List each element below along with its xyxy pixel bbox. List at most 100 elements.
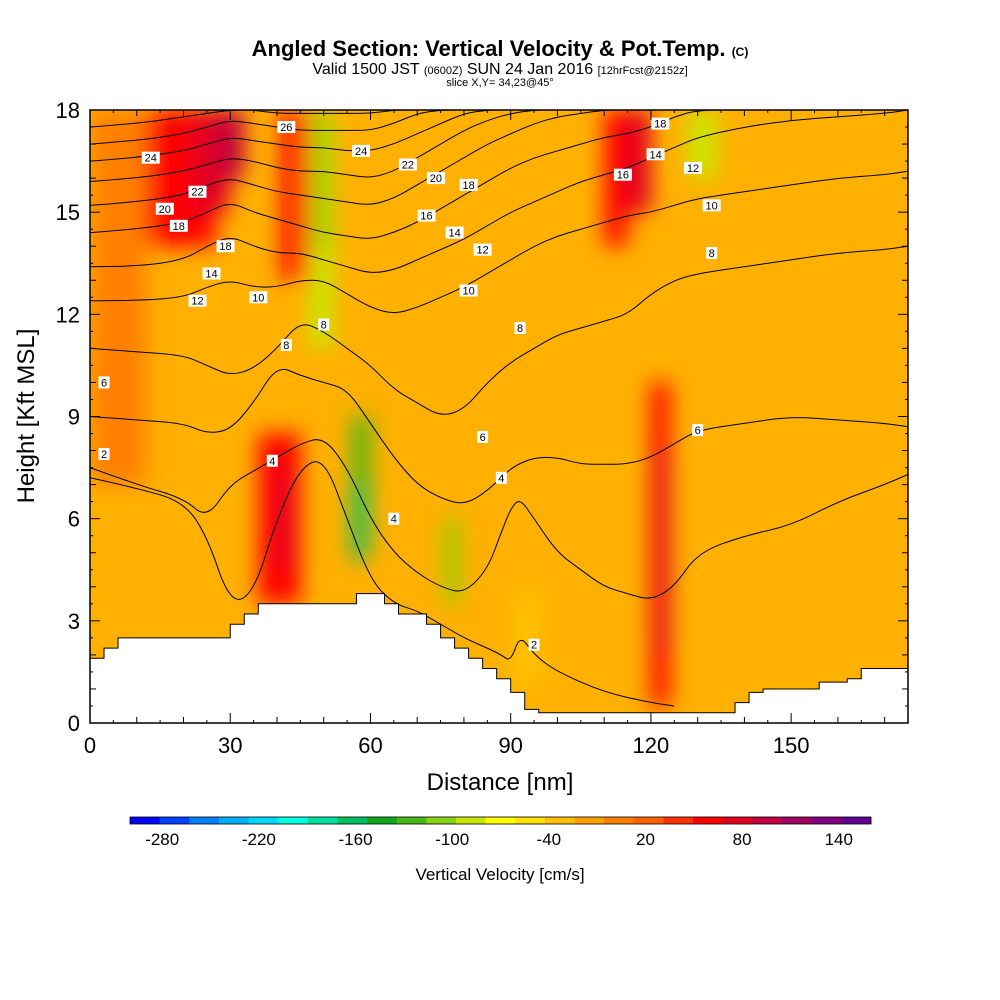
chart-title-main: Angled Section: Vertical Velocity & Pot.… (251, 36, 726, 61)
contour-label-8: 18 (219, 241, 231, 253)
valid-date: SUN 24 Jan 2016 (466, 61, 594, 78)
velocity-cell-11 (276, 467, 291, 570)
colorbar-swatch-1 (159, 817, 190, 824)
theta-contour-22 (90, 110, 464, 145)
colorbar-tick--100: -100 (435, 830, 469, 849)
contour-label-bg-8 (216, 240, 235, 253)
colorbar-swatch-5 (278, 817, 309, 824)
theta-contour-12 (90, 110, 908, 273)
chart-title-mark: (C) (731, 45, 749, 59)
contour-label-14: 14 (448, 228, 460, 240)
theta-contour-10 (90, 170, 908, 314)
theta-contour-4 (90, 439, 908, 599)
contour-label-13: 14 (205, 268, 217, 280)
contour-label-17: 12 (477, 245, 489, 257)
contour-label-0: 26 (280, 122, 292, 134)
contour-label-15: 14 (649, 149, 661, 161)
contour-label-bg-12 (613, 168, 632, 181)
contour-label-bg-5 (155, 202, 174, 215)
colorbar-swatch-4 (248, 817, 279, 824)
x-tick-label-150: 150 (773, 733, 810, 758)
contour-label-bg-27 (477, 430, 489, 443)
x-tick-label-30: 30 (218, 733, 242, 758)
contour-label-bg-15 (646, 148, 665, 161)
colorbar-swatch-19 (693, 817, 724, 824)
y-tick-label-9: 9 (68, 405, 80, 430)
colorbar-swatch-20 (722, 817, 753, 824)
x-axis-label: Distance [nm] (427, 769, 574, 796)
contour-label-12: 16 (617, 170, 629, 182)
colorbar-swatch-12 (485, 817, 516, 824)
velocity-cell-12 (510, 586, 544, 689)
contour-label-bg-20 (459, 284, 478, 297)
contour-label-bg-16 (188, 294, 207, 307)
base-shade (90, 110, 908, 723)
contour-label-3: 22 (191, 187, 203, 199)
colorbar-tick-80: 80 (733, 830, 752, 849)
contour-label-20: 10 (462, 285, 474, 297)
colorbar-swatch-15 (574, 817, 605, 824)
contour-label-bg-14 (445, 226, 464, 239)
colorbar-swatch-6 (307, 817, 338, 824)
velocity-cell-16 (655, 450, 670, 655)
colorbar-swatch-22 (782, 817, 813, 824)
contour-label-5: 20 (159, 204, 171, 216)
contour-label-29: 4 (269, 456, 275, 468)
forecast-info: [12hrFcst@2152z] (597, 65, 688, 77)
contour-label-bg-31 (388, 512, 400, 525)
contour-label-bg-28 (692, 424, 704, 437)
contour-label-bg-26 (98, 376, 110, 389)
terrain (90, 593, 908, 723)
theta-contour-18 (90, 110, 558, 182)
contour-label-bg-21 (702, 199, 721, 212)
colorbar-swatch-11 (456, 817, 486, 824)
contour-label-19: 10 (252, 292, 264, 304)
contour-label-33: 2 (531, 640, 537, 652)
y-tick-label-18: 18 (56, 98, 80, 123)
contour-label-bg-9 (459, 178, 478, 191)
velocity-cell-3 (220, 110, 245, 179)
colorbar-swatch-24 (841, 817, 872, 824)
contour-label-bg-4 (398, 158, 417, 171)
contour-label-bg-30 (495, 471, 507, 484)
y-tick-label-12: 12 (56, 302, 80, 327)
x-tick-label-0: 0 (84, 733, 96, 758)
velocity-cell-6 (314, 110, 329, 247)
valid-time-line: Valid 1500 JST (0600Z) SUN 24 Jan 2016 [… (0, 61, 1000, 79)
colorbar-swatch-13 (515, 817, 546, 824)
colorbar-tick--40: -40 (537, 830, 562, 849)
slice-info: slice X,Y= 34,23@45° (446, 77, 554, 89)
colorbar-tick--280: -280 (145, 830, 179, 849)
contour-label-30: 4 (498, 473, 504, 485)
colorbar-swatch-21 (752, 817, 783, 824)
contour-label-bg-25 (280, 338, 292, 351)
y-tick-label-0: 0 (68, 711, 80, 736)
colorbar-swatch-9 (396, 817, 427, 824)
contour-label-18: 12 (687, 163, 699, 175)
theta-contours (90, 110, 908, 707)
velocity-cell-4 (281, 110, 310, 281)
x-tick-label-60: 60 (358, 733, 382, 758)
contour-label-31: 4 (391, 514, 397, 526)
contour-label-26: 6 (101, 377, 107, 389)
y-tick-label-15: 15 (56, 200, 80, 225)
contour-label-24: 8 (709, 248, 715, 260)
colorbar-swatch-8 (367, 817, 398, 824)
x-tick-label-120: 120 (633, 733, 670, 758)
plot-background (90, 110, 908, 723)
colorbar-swatch-2 (189, 817, 220, 824)
contour-label-bg-22 (318, 318, 330, 331)
contour-label-6: 20 (430, 173, 442, 185)
contour-label-10: 18 (654, 119, 666, 131)
contour-label-bg-0 (277, 121, 296, 134)
contour-label-bg-18 (683, 161, 702, 174)
contour-label-4: 22 (402, 159, 414, 171)
contour-label-bg-33 (528, 638, 540, 651)
theta-contour-2 (90, 461, 675, 707)
colorbar-tick--220: -220 (242, 830, 276, 849)
contour-label-bg-32 (98, 447, 110, 460)
colorbar-swatch-18 (663, 817, 694, 824)
contour-label-22: 8 (321, 320, 327, 332)
terrain-profile (90, 593, 908, 723)
contour-label-bg-13 (202, 267, 221, 280)
